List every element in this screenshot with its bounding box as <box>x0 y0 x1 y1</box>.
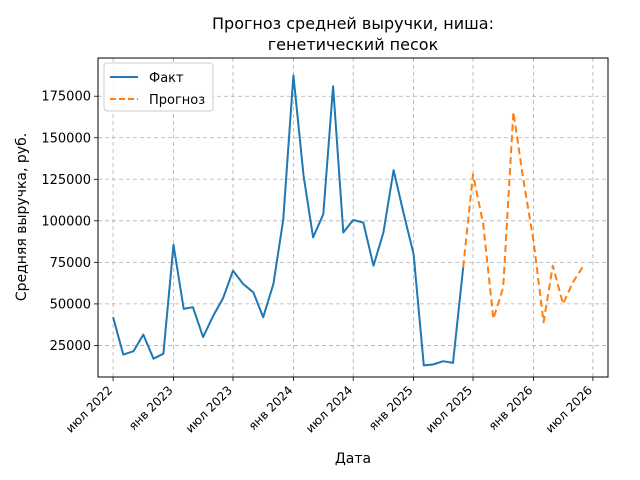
y-tick-label: 25000 <box>50 339 91 354</box>
series-layer <box>112 74 584 367</box>
y-tick-label: 50000 <box>50 297 91 312</box>
legend: Факт Прогноз <box>103 62 214 112</box>
y-tick-label: 100000 <box>41 214 91 229</box>
series-line-forecast <box>462 111 584 324</box>
x-axis-label: Дата <box>335 451 371 467</box>
series-line-fact <box>112 74 465 367</box>
y-axis-ticks: 25000 50000 75000 100000 125000 150000 175000 <box>41 90 98 354</box>
y-tick-label: 75000 <box>50 256 91 271</box>
y-tick-label: 150000 <box>41 131 91 146</box>
y-tick-label: 175000 <box>41 90 91 105</box>
chart-title-line-2: генетический песок <box>268 35 439 54</box>
y-tick-label: 125000 <box>41 173 91 188</box>
legend-label-fact: Факт <box>149 71 184 86</box>
y-axis-label: Средняя выручка, руб. <box>14 133 30 301</box>
chart-title-line-1: Прогноз средней выручки, ниша: <box>212 14 494 33</box>
legend-label-forecast: Прогноз <box>149 93 205 108</box>
